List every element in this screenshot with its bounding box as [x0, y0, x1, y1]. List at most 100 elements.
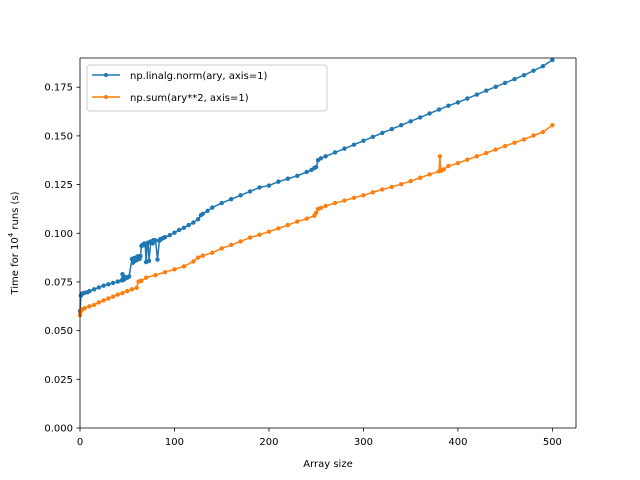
- x-tick-label: 400: [448, 437, 467, 448]
- data-point: [455, 160, 461, 166]
- data-point: [380, 187, 385, 192]
- data-point: [399, 181, 404, 187]
- data-point: [106, 282, 111, 287]
- data-point: [540, 129, 546, 135]
- data-point: [195, 217, 201, 222]
- data-point: [191, 220, 196, 225]
- y-axis-ticks: 0.000 0.025 0.050 0.075 0.100 0.125 0.150 0.175: [44, 83, 80, 435]
- data-point: [257, 185, 262, 190]
- data-point: [540, 63, 546, 69]
- data-point: [474, 92, 479, 97]
- data-point: [295, 173, 300, 179]
- data-point: [493, 84, 498, 90]
- data-point: [91, 287, 97, 292]
- data-point: [101, 298, 106, 303]
- series-1: [77, 122, 555, 318]
- data-point: [120, 271, 125, 277]
- data-point: [285, 222, 291, 228]
- data-point: [276, 179, 281, 184]
- data-point: [115, 279, 120, 284]
- data-point: [285, 176, 291, 181]
- data-point: [143, 275, 149, 280]
- y-axis-label-exponent: 4: [7, 232, 15, 237]
- y-tick-label: 0.175: [44, 83, 73, 94]
- data-point: [502, 143, 508, 149]
- x-axis-ticks: 0 100 200 300 400 500: [77, 428, 562, 448]
- series-line: [79, 124, 553, 316]
- y-axis-label-suffix: runs (s): [10, 191, 21, 232]
- x-tick-label: 300: [354, 437, 373, 448]
- data-point: [295, 219, 300, 224]
- data-point: [200, 253, 206, 258]
- data-point: [219, 200, 224, 206]
- y-tick-label: 0.125: [44, 180, 73, 191]
- data-point: [521, 137, 527, 142]
- data-point: [323, 203, 328, 209]
- data-point: [304, 216, 309, 221]
- x-tick-label: 0: [77, 437, 83, 448]
- data-point: [427, 111, 432, 116]
- x-tick-label: 500: [543, 437, 562, 448]
- data-point: [150, 241, 155, 246]
- data-point: [247, 235, 253, 240]
- data-point: [195, 255, 201, 260]
- data-point: [96, 300, 102, 305]
- data-point: [110, 294, 116, 299]
- data-point: [332, 150, 338, 155]
- data-point: [101, 283, 106, 288]
- data-point: [531, 68, 536, 73]
- y-tick-label: 0.150: [44, 131, 73, 142]
- data-point: [134, 285, 139, 290]
- data-point: [87, 288, 92, 294]
- data-point: [370, 134, 376, 140]
- y-tick-label: 0.050: [44, 326, 73, 337]
- data-point: [238, 193, 243, 198]
- data-point: [228, 196, 234, 202]
- data-point: [399, 122, 404, 128]
- data-point: [389, 184, 394, 190]
- data-point: [153, 238, 158, 243]
- data-point: [408, 178, 413, 184]
- data-point: [417, 175, 423, 180]
- plot-area: [80, 58, 576, 428]
- data-point: [205, 208, 210, 214]
- data-point: [181, 264, 187, 269]
- y-tick-label: 0.025: [44, 375, 73, 386]
- data-point: [276, 226, 281, 231]
- data-point: [493, 147, 498, 152]
- data-point: [351, 142, 357, 147]
- y-tick-label: 0.000: [44, 424, 73, 435]
- x-axis-label: Array size: [303, 459, 353, 470]
- data-point: [120, 290, 125, 296]
- data-point: [138, 254, 143, 259]
- data-point: [342, 146, 347, 151]
- data-point: [191, 259, 196, 264]
- data-point: [247, 189, 253, 194]
- data-point: [126, 274, 132, 279]
- data-point: [96, 285, 102, 290]
- data-point: [474, 154, 479, 159]
- data-point: [465, 96, 470, 101]
- data-point: [361, 193, 366, 198]
- data-point: [351, 195, 357, 201]
- data-point: [210, 205, 215, 210]
- data-point: [172, 267, 177, 272]
- data-point: [342, 198, 347, 203]
- legend: np.linalg.norm(ary, axis=1) np.sum(ary**…: [86, 64, 328, 112]
- data-point: [361, 138, 366, 143]
- data-point: [172, 230, 177, 235]
- data-point: [550, 122, 555, 128]
- data-point: [106, 296, 111, 301]
- data-point: [502, 80, 508, 86]
- data-point: [380, 130, 385, 136]
- data-point: [323, 154, 328, 159]
- data-point: [82, 306, 87, 311]
- data-point: [417, 115, 423, 120]
- data-point: [238, 239, 243, 244]
- data-point: [437, 154, 443, 159]
- data-point: [228, 242, 234, 248]
- y-tick-label: 0.075: [44, 277, 73, 288]
- data-point: [153, 272, 158, 278]
- data-point: [266, 229, 272, 234]
